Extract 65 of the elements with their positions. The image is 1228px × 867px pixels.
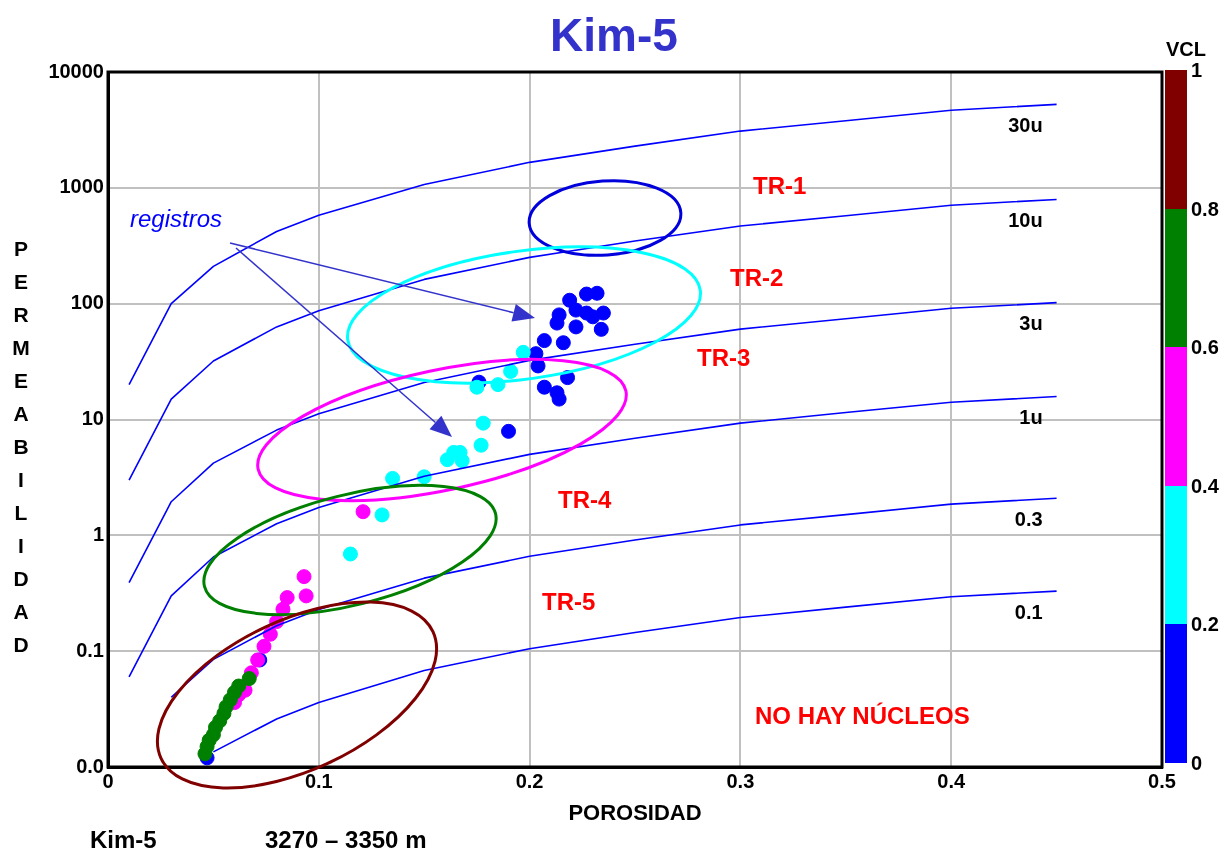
annotation: TR-4 [558, 486, 612, 514]
color-bar-label: 0.6 [1191, 335, 1219, 360]
annotation: registros [130, 205, 223, 233]
point [585, 309, 601, 325]
annotation: TR-1 [753, 172, 807, 200]
point [515, 344, 531, 360]
color-bar-label: 0.2 [1191, 612, 1219, 637]
point [197, 746, 213, 762]
y-tick-label: 1 [92, 522, 104, 545]
point [454, 453, 470, 469]
series-label: 0.3 [1014, 507, 1043, 530]
point [296, 569, 312, 585]
point [536, 379, 552, 395]
point [279, 590, 295, 606]
point [549, 315, 565, 331]
point [355, 504, 371, 520]
point [374, 507, 390, 523]
point [551, 391, 567, 407]
color-bar-label: 1 [1191, 58, 1203, 82]
y-tick-label: 100 [70, 291, 104, 314]
point [298, 588, 314, 604]
annotation: TR-2 [730, 264, 784, 292]
point [256, 638, 272, 654]
point [501, 423, 517, 439]
series-label: 30u [1008, 113, 1043, 136]
point [589, 285, 605, 301]
point [503, 363, 519, 379]
x-tick-label: 0.4 [937, 769, 966, 792]
text: 3270 – 3350 m [265, 826, 427, 854]
point [241, 671, 257, 687]
annotation: TR-5 [542, 588, 596, 616]
color-bar-label: 0.8 [1191, 196, 1219, 221]
color-bar-label: 0.4 [1191, 473, 1219, 498]
chart-title: Kim-5 [550, 9, 678, 61]
point [475, 415, 491, 431]
x-tick-label: 0.5 [1148, 769, 1176, 792]
x-tick-label: 0.2 [515, 769, 544, 792]
y-tick-label: 0.1 [76, 638, 104, 661]
series-label: 3u [1019, 312, 1043, 335]
series-label: 1u [1019, 406, 1043, 428]
x-axis-title: POROSIDAD [567, 800, 703, 826]
series-label: 10u [1008, 208, 1043, 231]
x-tick-label: 0.1 [304, 769, 333, 792]
point [473, 437, 489, 453]
y-tick-label: 1000 [59, 175, 104, 198]
series-label: 0.1 [1014, 600, 1043, 623]
x-tick-label: 0.3 [726, 769, 755, 792]
text: PERMEABILIDAD [12, 237, 30, 656]
point [439, 452, 455, 468]
annotation: TR-3 [697, 344, 751, 372]
point [342, 546, 358, 562]
color-bar-label: 0 [1191, 751, 1203, 775]
point [593, 321, 609, 337]
y-tick-label: 0.0 [76, 754, 104, 777]
point [568, 319, 584, 335]
y-tick-label: 10 [81, 407, 104, 430]
point [536, 333, 552, 349]
point [555, 335, 571, 351]
color-bar-title: VCL [1166, 38, 1206, 61]
point [385, 470, 401, 486]
point [530, 358, 546, 374]
annotation: NO HAY NÚCLEOS [755, 702, 970, 730]
text: Kim-5 [90, 826, 157, 854]
y-tick-label: 10000 [48, 59, 104, 82]
x-tick-label: 0 [102, 769, 114, 792]
